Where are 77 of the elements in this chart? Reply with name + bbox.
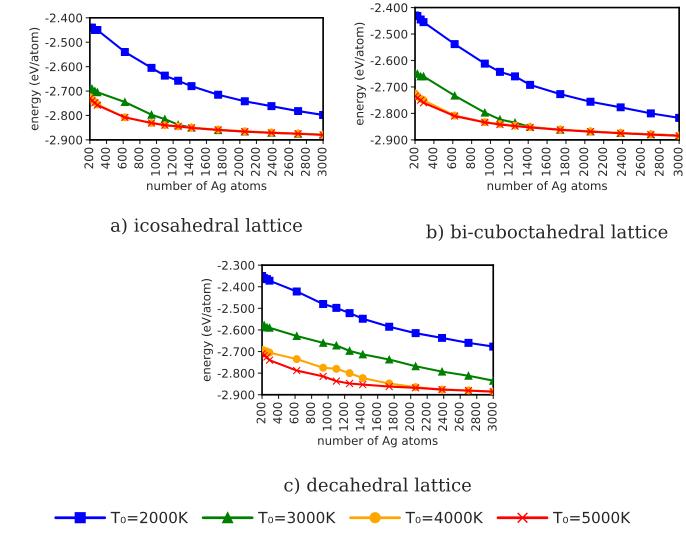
x-tick-label: 1200	[504, 148, 513, 176]
y-tick-label: -2.700	[218, 347, 254, 356]
y-tick-label: -2.400	[218, 282, 254, 292]
y-tick-label: -2.900	[370, 136, 408, 145]
y-tick-label: -2.800	[370, 109, 408, 118]
x-tick-label: 800	[466, 148, 476, 169]
x-tick-label: 1000	[322, 402, 332, 430]
x-tick-label: 2400	[617, 148, 626, 176]
x-tick-label: 800	[134, 148, 144, 169]
y-tick-label: -2.400	[45, 14, 82, 22]
y-tick-label: -2.600	[45, 62, 82, 72]
x-tick-label: 800	[306, 402, 316, 424]
y-tick-label: -2.300	[218, 260, 254, 270]
x-tick-label: 1600	[200, 148, 210, 176]
x-tick-label: 1400	[184, 148, 194, 176]
y-tick-label: -2.700	[45, 86, 82, 96]
x-tick-label: 2600	[636, 148, 645, 176]
legend-label: T₀=4000K	[406, 512, 484, 524]
y-tick-label: -2.900	[218, 390, 254, 400]
x-tick-label: 2000	[234, 148, 244, 176]
x-tick-label: 1400	[356, 402, 365, 430]
x-tick-label: 2000	[579, 148, 588, 176]
text: a) icosahedral lattice	[111, 218, 302, 234]
x-tick-label: 400	[428, 148, 438, 169]
x-tick-label: 1000	[151, 148, 160, 176]
x-tick-label: 2200	[250, 148, 260, 176]
x-tick-label: 2000	[405, 402, 414, 431]
y-axis-title: energy (eV/atom)	[29, 28, 41, 130]
text: b) bi-cuboctahedral lattice	[426, 224, 668, 242]
x-axis-title: number of Ag atoms	[318, 436, 438, 448]
y-tick-label: -2.600	[370, 56, 408, 66]
x-axis-title: number of Ag atoms	[147, 181, 266, 192]
legend-label: T₀=5000K	[553, 512, 631, 524]
y-axis-title: energy (eV/atom)	[201, 278, 213, 382]
x-tick-label: 3000	[674, 148, 683, 176]
x-tick-label: 200	[410, 148, 418, 168]
y-tick-label: -2.500	[370, 30, 408, 39]
x-tick-label: 2600	[284, 148, 294, 176]
x-tick-label: 2200	[422, 402, 431, 431]
x-tick-label: 1000	[484, 148, 494, 176]
y-tick-label: -2.800	[45, 111, 82, 120]
y-tick-label: -2.500	[45, 38, 82, 47]
x-tick-label: 2800	[300, 148, 310, 176]
x-tick-label: 2400	[438, 402, 448, 431]
x-tick-label: 1400	[522, 148, 532, 176]
x-tick-label: 400	[101, 148, 110, 169]
x-tick-label: 400	[273, 402, 282, 424]
x-tick-label: 1800	[388, 402, 398, 430]
x-tick-label: 600	[290, 402, 299, 424]
y-tick-label: -2.600	[218, 326, 254, 335]
x-tick-label: 1800	[560, 148, 570, 176]
x-tick-label: 2400	[268, 148, 277, 176]
x-tick-label: 1600	[542, 148, 551, 176]
x-tick-label: 600	[118, 148, 127, 169]
x-tick-label: 1800	[218, 148, 227, 176]
y-tick-label: -2.400	[370, 3, 408, 12]
y-tick-label: -2.700	[370, 82, 408, 92]
x-tick-label: 2800	[471, 402, 480, 431]
y-tick-label: -2.800	[218, 368, 254, 378]
x-tick-label: 600	[447, 148, 456, 169]
x-tick-label: 1200	[339, 402, 348, 430]
y-tick-label: -2.500	[218, 304, 254, 313]
x-tick-label: 3000	[318, 148, 327, 176]
x-tick-label: 2800	[654, 148, 664, 176]
legend-label: T₀=2000K	[110, 512, 188, 524]
x-tick-label: 200	[84, 148, 94, 168]
x-tick-label: 3000	[488, 402, 497, 431]
y-axis-title: energy (eV/atom)	[354, 22, 366, 126]
x-axis-title: number of Ag atoms	[488, 181, 608, 192]
x-tick-label: 1600	[372, 402, 382, 430]
x-tick-label: 1200	[168, 148, 177, 176]
x-tick-label: 2600	[454, 402, 464, 431]
x-tick-label: 200	[256, 402, 266, 424]
y-tick-label: -2.900	[45, 136, 82, 145]
text: c) decahedral lattice	[284, 478, 471, 494]
legend-label: T₀=3000K	[258, 512, 336, 524]
x-tick-label: 2200	[598, 148, 608, 176]
